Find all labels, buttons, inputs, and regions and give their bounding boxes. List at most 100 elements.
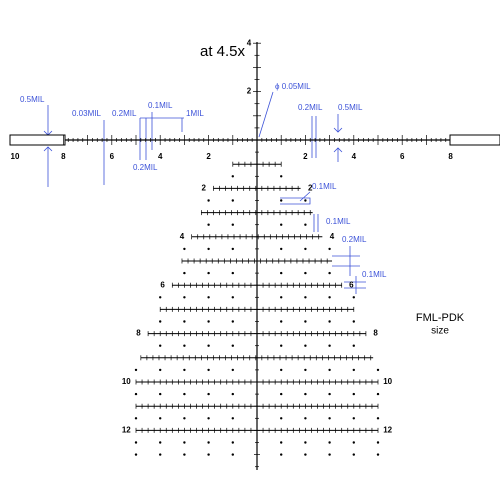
tree-label: 6 xyxy=(160,280,165,289)
dot xyxy=(207,417,210,420)
dot xyxy=(328,392,331,396)
dot xyxy=(352,417,355,420)
dot xyxy=(352,296,355,299)
tree-label: 10 xyxy=(122,377,131,386)
dot xyxy=(352,368,355,372)
dot xyxy=(328,441,331,444)
dot xyxy=(183,453,186,456)
dot xyxy=(328,344,331,347)
dot xyxy=(231,247,234,251)
annotation: 0.2MIL xyxy=(342,235,367,244)
dot xyxy=(231,453,234,456)
dot xyxy=(352,392,355,396)
dot xyxy=(159,344,162,347)
dot xyxy=(183,441,186,444)
dot xyxy=(183,320,186,323)
dot xyxy=(159,392,162,396)
dot xyxy=(280,453,283,456)
dot xyxy=(304,296,307,299)
annotation: 1MIL xyxy=(186,109,204,118)
dot xyxy=(231,199,234,202)
dot xyxy=(376,453,380,456)
annotation: 0.2MIL xyxy=(112,109,137,118)
dot xyxy=(183,392,186,396)
scale-label: 4 xyxy=(158,152,163,161)
dot xyxy=(304,320,307,323)
tree-label: 12 xyxy=(383,426,392,435)
dot xyxy=(207,271,210,275)
dot xyxy=(304,223,307,226)
arrow xyxy=(280,191,311,205)
dot xyxy=(159,417,162,420)
scale-label: 10 xyxy=(11,152,20,161)
dot xyxy=(159,368,162,372)
annotations: 0.5MIL 0.03MIL 0.2MIL 0.1MIL 1MIL 0.2MIL… xyxy=(20,82,387,294)
dot xyxy=(231,175,234,178)
annotation: 0.03MIL xyxy=(72,109,101,118)
title: at 4.5x xyxy=(200,43,246,60)
dot xyxy=(280,320,283,323)
dot xyxy=(280,199,283,202)
dot xyxy=(280,344,283,347)
scale-label: 6 xyxy=(400,152,405,161)
caption: FML-PDK xyxy=(416,312,465,324)
dot xyxy=(159,453,162,456)
dot xyxy=(207,199,210,202)
dot xyxy=(304,344,307,347)
dot xyxy=(134,392,138,396)
dot xyxy=(231,392,234,396)
scale-label: 8 xyxy=(61,152,66,161)
left-post xyxy=(9,134,66,146)
dot xyxy=(207,344,210,347)
dot xyxy=(183,368,186,372)
dot xyxy=(280,296,283,299)
dot xyxy=(207,392,210,396)
dot xyxy=(280,368,283,372)
tree-label: 6 xyxy=(349,280,354,289)
tree-label: 4 xyxy=(330,232,335,241)
dot xyxy=(207,368,210,372)
dot xyxy=(352,344,355,347)
dot xyxy=(304,453,307,456)
dot xyxy=(328,368,331,372)
scale-label: 2 xyxy=(303,152,308,161)
dot xyxy=(376,417,380,420)
dot xyxy=(134,453,138,456)
dot xyxy=(159,296,162,299)
annotation: 0.1MIL xyxy=(312,182,337,191)
tree-label: 2 xyxy=(202,184,207,193)
dot xyxy=(280,417,283,420)
dot xyxy=(328,296,331,299)
dot xyxy=(183,271,186,275)
dot xyxy=(352,441,355,444)
dot xyxy=(207,247,210,251)
dot xyxy=(134,441,138,444)
dot xyxy=(304,271,307,275)
tree-label: 2 xyxy=(308,184,313,193)
dot xyxy=(207,320,210,323)
dot xyxy=(183,296,186,299)
dot xyxy=(134,417,138,420)
dot xyxy=(280,271,283,275)
scale-label: 6 xyxy=(110,152,115,161)
tree-label: 8 xyxy=(373,329,378,338)
dot xyxy=(304,392,307,396)
annotation: 0.1MIL xyxy=(148,101,173,110)
annotation: 0.1MIL xyxy=(362,270,387,279)
dot xyxy=(231,344,234,347)
dot xyxy=(207,296,210,299)
arrow xyxy=(311,116,317,158)
tree-label: 12 xyxy=(122,426,131,435)
annotation: 0.2MIL xyxy=(298,103,323,112)
scale-label: 2 xyxy=(247,87,252,96)
annotation: 0.1MIL xyxy=(326,217,351,226)
dot xyxy=(328,247,331,251)
annotation: ϕ 0.05MIL xyxy=(275,82,311,91)
dot xyxy=(134,368,138,372)
dot xyxy=(183,417,186,420)
dot xyxy=(304,368,307,372)
dot xyxy=(304,441,307,444)
dot xyxy=(231,320,234,323)
dot xyxy=(231,223,234,226)
